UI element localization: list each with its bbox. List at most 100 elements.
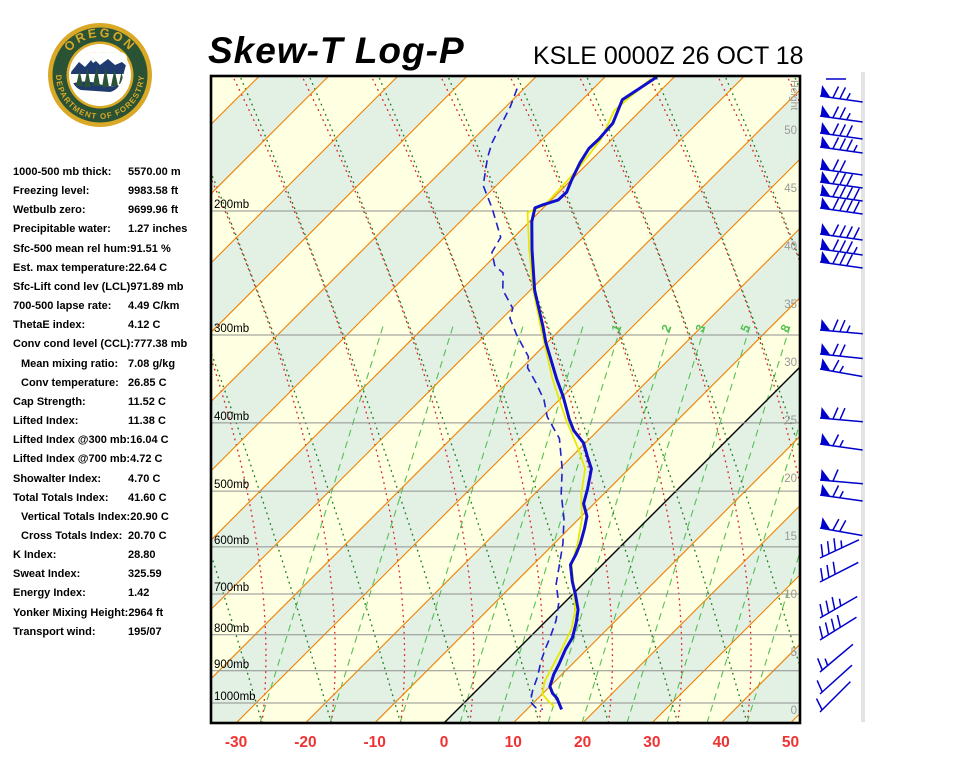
height-label: 10 xyxy=(784,589,797,601)
mixing-ratio-line xyxy=(666,324,791,723)
stat-row: Est. max temperature:22.64 C xyxy=(13,262,218,281)
height-label: 45 xyxy=(784,183,797,195)
stat-label: 700-500 lapse rate: xyxy=(13,300,112,313)
isotherm-line xyxy=(0,76,121,723)
temperature-axis-label: 20 xyxy=(574,734,591,751)
stat-row: Vertical Totals Index:20.90 C xyxy=(21,511,218,530)
stat-label: Sweat Index: xyxy=(13,568,81,581)
height-label: 50 xyxy=(784,125,797,137)
mixing-ratio-line xyxy=(329,324,454,723)
wind-barb xyxy=(819,538,860,559)
stat-label: Yonker Mixing Height: xyxy=(13,606,129,619)
stat-label: Mean mixing ratio: xyxy=(21,357,119,370)
isotherm-line xyxy=(211,76,468,334)
temp-band xyxy=(860,76,960,723)
stat-value: 4.72 C xyxy=(130,453,163,466)
stat-row: Precipitable water: 1.27 inches xyxy=(13,223,218,242)
stat-label: Transport wind: xyxy=(13,625,96,638)
stat-row: Lifted Index @700 mb:4.72 C xyxy=(13,453,218,472)
temp-band xyxy=(0,76,190,723)
stat-row: K Index: 28.80 xyxy=(13,549,218,568)
pressure-label: 800mb xyxy=(214,623,249,635)
stat-row: Lifted Index: 11.38 C xyxy=(13,415,218,434)
isotherm-line xyxy=(790,712,800,723)
pressure-label: 400mb xyxy=(214,411,249,423)
stat-value: 2964 ft xyxy=(128,606,164,619)
isotherm-line xyxy=(211,76,399,264)
wind-barb xyxy=(816,643,854,673)
wind-barb xyxy=(816,664,853,695)
isotherm-line xyxy=(582,504,800,723)
isotherm-line xyxy=(860,76,960,723)
stat-value: 11.38 C xyxy=(128,415,166,428)
isotherm-line xyxy=(211,76,537,403)
station-datetime-title: KSLE 0000Z 26 OCT 18 xyxy=(533,42,804,70)
isotherm-line xyxy=(211,89,800,680)
pressure-label: 300mb xyxy=(214,323,249,335)
isotherm-line xyxy=(929,76,960,723)
stat-value: 4.49 C/km xyxy=(128,300,180,313)
stat-row: Sfc-Lift cond lev (LCL)971.89 mb xyxy=(13,281,218,300)
stat-label: Sfc-500 mean rel hum: xyxy=(13,242,131,255)
isotherm-line xyxy=(305,227,800,723)
temp-band xyxy=(211,89,800,723)
stat-label: Est. max temperature: xyxy=(13,261,129,274)
stat-value: 9983.58 ft xyxy=(128,185,179,198)
stat-row: Lifted Index @300 mb:16.04 C xyxy=(13,434,218,453)
wind-barb xyxy=(819,85,863,103)
stat-value: 26.85 C xyxy=(128,376,167,389)
stat-row: Yonker Mixing Height:2964 ft xyxy=(13,607,218,626)
plot-interior: 1 2 3 5 8200mb300mb400mb500mb600mb700mb800mb… xyxy=(0,76,960,723)
moist-adiabat-line xyxy=(509,76,683,723)
isotherm-line xyxy=(211,76,745,611)
stat-label: Lifted Index @700 mb: xyxy=(13,453,131,466)
stat-label: Freezing level: xyxy=(13,185,90,198)
stat-label: Conv temperature: xyxy=(21,376,119,389)
mixing-ratio-line xyxy=(399,324,524,723)
stat-row: Cross Totals Index: 20.70 C xyxy=(21,530,218,549)
pressure-label: 700mb xyxy=(214,582,249,594)
isotherm-line xyxy=(211,76,330,195)
isotherm-line xyxy=(211,76,607,472)
wind-barb xyxy=(819,158,863,176)
wind-barb xyxy=(819,343,863,360)
stat-label: Vertical Totals Index: xyxy=(21,510,131,523)
moist-adiabat-line xyxy=(647,76,800,488)
moist-adiabat-line xyxy=(211,176,336,723)
stat-value: 28.80 xyxy=(128,549,156,562)
isotherm-line xyxy=(211,76,676,541)
moist-adiabat-line xyxy=(578,76,752,723)
stat-value: 195/07 xyxy=(128,625,162,638)
isotherm-line xyxy=(512,435,800,723)
wind-barb xyxy=(815,681,851,713)
freezing-isotherm-line xyxy=(443,366,800,723)
wind-barb xyxy=(819,319,863,335)
sounding-indices-panel: 1000-500 mb thick: 5570.00 m Freezing leve… xyxy=(13,166,218,645)
moist-adiabat-line xyxy=(301,76,475,723)
mixing-ratio-line xyxy=(497,324,622,723)
height-axis-title: Height xyxy=(788,80,800,110)
wind-barb xyxy=(819,136,863,154)
temp-band xyxy=(790,713,800,723)
stat-value: 325.59 xyxy=(128,568,162,581)
height-label: 15 xyxy=(784,531,797,543)
page-title: Skew-T Log-P xyxy=(208,30,465,71)
height-label: 5 xyxy=(791,647,797,659)
stat-value: 971.89 mb xyxy=(130,280,184,293)
stat-value: 91.51 % xyxy=(130,242,171,255)
stat-value: 16.04 C xyxy=(130,434,169,447)
stat-label: Precipitable water: xyxy=(13,223,111,236)
height-label: 0 xyxy=(791,705,797,717)
temperature-axis-label: 0 xyxy=(440,734,449,751)
stat-label: Lifted Index @300 mb: xyxy=(13,434,131,447)
stat-row: Conv cond level (CCL):777.38 mb xyxy=(13,338,218,357)
temperature-axis-label: 40 xyxy=(713,734,730,751)
wind-barb xyxy=(819,595,858,619)
stat-value: 41.60 C xyxy=(128,491,167,504)
temperature-axis-label: 30 xyxy=(643,734,660,751)
isotherm-line xyxy=(0,76,190,723)
height-label: 35 xyxy=(784,299,797,311)
temp-band xyxy=(211,76,800,679)
stat-row: Freezing level: 9983.58 ft xyxy=(13,185,218,204)
